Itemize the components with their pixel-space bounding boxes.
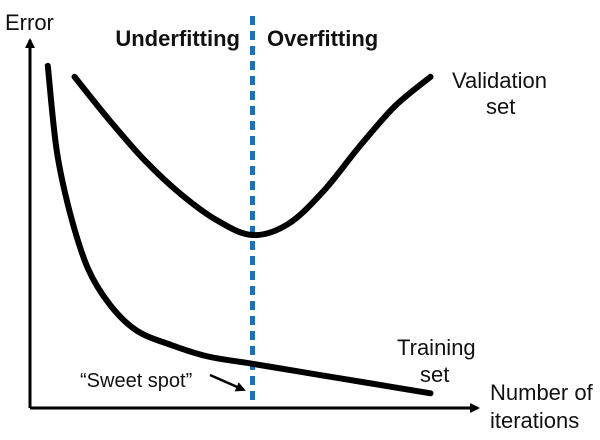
sweet-spot-arrow: [209, 373, 246, 392]
validation-label-line1: Validation: [452, 68, 547, 93]
training-curve: [44, 62, 434, 397]
x-axis-label-line2: iterations: [490, 408, 579, 433]
training-label-line2: set: [420, 362, 449, 387]
overfitting-label: Overfitting: [267, 26, 378, 51]
validation-curve: [71, 73, 434, 239]
validation-label-line2: set: [486, 94, 515, 119]
training-label-line1: Training: [397, 335, 476, 360]
x-axis-label-line1: Number of: [490, 380, 594, 405]
y-axis-label: Error: [5, 10, 54, 35]
underfitting-label: Underfitting: [115, 26, 240, 51]
sweet-spot-label: “Sweet spot”: [80, 370, 192, 392]
